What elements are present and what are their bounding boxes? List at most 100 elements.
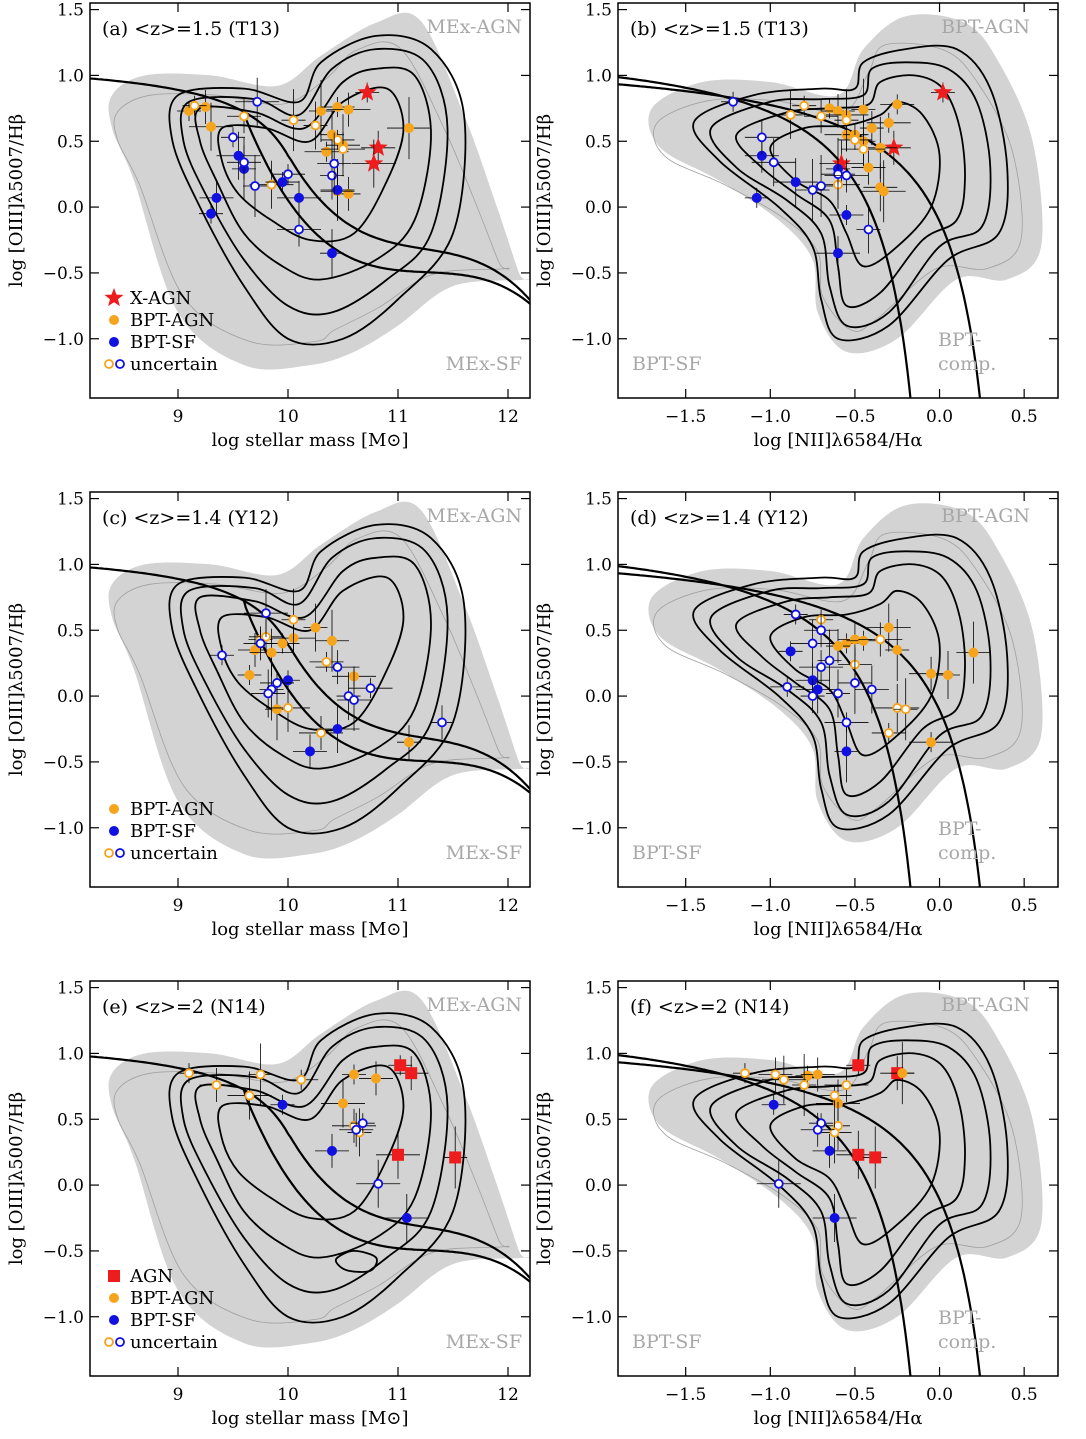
data-point xyxy=(721,91,746,112)
data-point xyxy=(443,1126,468,1189)
kewley-curve xyxy=(618,1061,982,1376)
open-circle-marker xyxy=(217,650,227,661)
axes-frame xyxy=(89,2,531,399)
density-contour xyxy=(769,100,941,268)
circle-marker xyxy=(892,99,903,110)
circle-marker xyxy=(233,150,244,161)
density-contour xyxy=(168,1012,467,1324)
data-point xyxy=(248,1043,273,1106)
x-tick-label: 11 xyxy=(387,1385,409,1405)
region-label-bpt-agn: BPT-AGN xyxy=(941,505,1030,527)
data-point xyxy=(817,1101,852,1164)
circle-marker xyxy=(943,670,953,681)
circle-marker xyxy=(824,103,835,114)
open-circle-marker xyxy=(239,111,249,122)
open-circle-marker xyxy=(778,1074,789,1085)
data-point xyxy=(859,111,884,146)
legend-circle-agn xyxy=(109,804,119,814)
data-point xyxy=(837,651,872,714)
y-tick-label: 0.0 xyxy=(57,687,84,707)
data-point xyxy=(303,603,328,652)
kauffmann-curve xyxy=(618,1054,912,1376)
y-axis-label: log [OIII]λ5007/Hβ xyxy=(6,1092,27,1265)
legend-open-agn xyxy=(104,359,114,369)
circle-marker xyxy=(926,668,937,679)
data-point xyxy=(221,127,245,148)
x-axis-label: log [NII]λ6584/Hα xyxy=(754,919,923,940)
circle-marker xyxy=(310,622,321,633)
open-circle-marker xyxy=(875,634,886,645)
circle-marker xyxy=(206,208,216,219)
background-distribution xyxy=(108,501,530,859)
open-circle-marker xyxy=(892,703,903,713)
y-tick-label: 1.5 xyxy=(585,490,612,510)
panel-d: BPT-AGN BPT-SF BPT-comp. −1.5 −1.0 −0.5 0.0 0.5… xyxy=(534,490,1059,940)
open-circle-marker xyxy=(770,1069,781,1080)
data-point xyxy=(361,130,396,165)
open-circle-marker xyxy=(294,224,304,235)
open-circle-marker xyxy=(829,1127,840,1138)
open-circle-marker xyxy=(272,678,282,688)
data-point xyxy=(841,132,886,167)
data-point xyxy=(266,683,310,732)
y-tick-label: 1.5 xyxy=(585,979,612,999)
density-contour xyxy=(709,61,992,329)
x-tick-label: 10 xyxy=(277,407,299,427)
star-marker xyxy=(884,137,904,156)
circle-marker xyxy=(833,105,843,116)
legend-entry: BPT-SF xyxy=(109,332,196,353)
square-marker xyxy=(852,1059,865,1072)
data-point xyxy=(837,129,872,150)
y-tick-label: −1.0 xyxy=(43,330,84,350)
data-point xyxy=(315,1133,349,1168)
circle-marker xyxy=(833,248,843,259)
open-circle-marker xyxy=(211,1080,222,1090)
circle-marker xyxy=(863,162,874,173)
open-circle-marker xyxy=(829,1090,840,1101)
data-point xyxy=(356,1159,401,1208)
open-circle-marker xyxy=(255,638,266,649)
legend-open-sf xyxy=(115,359,125,369)
legend-label: BPT-SF xyxy=(130,332,196,353)
y-tick-label: 0.5 xyxy=(57,1110,84,1130)
data-point xyxy=(243,155,267,218)
data-point xyxy=(761,1055,806,1104)
circle-marker xyxy=(897,1068,908,1079)
panel-c: MEx-AGN MEx-SF 9 10 11 12 −1.0 −0.5 0.0 0.5 1.0 1.5… xyxy=(6,490,531,940)
density-contour xyxy=(334,1249,378,1273)
panel-title: (f) <z>=2 (N14) xyxy=(630,996,789,1018)
data-point xyxy=(251,669,286,718)
data-point xyxy=(778,641,803,662)
panel-b: BPT-AGN BPT-SF BPT-comp. −1.5 −1.0 −0.5 0.0 0.5… xyxy=(534,1,1059,451)
open-circle-marker xyxy=(296,1074,307,1085)
region-label-mex-sf: MEx-SF xyxy=(446,1331,522,1353)
open-circle-marker xyxy=(184,1068,194,1079)
region-label-bpt-sf: BPT-SF xyxy=(632,1331,702,1353)
data-point xyxy=(320,129,355,150)
open-circle-marker xyxy=(866,684,877,695)
x-tick-label: −1.0 xyxy=(750,407,791,427)
legend-open-agn xyxy=(104,1337,114,1347)
y-axis-label: log [OIII]λ5007/Hβ xyxy=(534,114,555,287)
legend-label: BPT-AGN xyxy=(130,310,214,331)
open-circle-marker xyxy=(310,120,321,131)
data-point xyxy=(909,732,954,753)
y-tick-label: 0.0 xyxy=(57,1176,84,1196)
x-tick-label: −0.5 xyxy=(834,896,875,916)
data-point xyxy=(265,172,300,193)
background-contour xyxy=(653,1020,1023,1310)
density-contour xyxy=(217,1064,405,1221)
y-axis-label: log [OIII]λ5007/Hβ xyxy=(6,114,27,287)
circle-marker xyxy=(812,1069,823,1080)
open-circle-marker xyxy=(244,1090,255,1101)
open-circle-marker xyxy=(883,728,894,738)
legend-entry: BPT-SF xyxy=(109,821,196,842)
data-point xyxy=(281,588,306,651)
open-circle-marker xyxy=(841,1080,852,1090)
open-circle-marker xyxy=(858,144,869,155)
data-point xyxy=(227,1071,272,1120)
circle-marker xyxy=(790,177,801,188)
open-circle-marker xyxy=(816,662,826,673)
circle-marker xyxy=(404,123,414,134)
open-circle-marker xyxy=(799,1080,810,1090)
